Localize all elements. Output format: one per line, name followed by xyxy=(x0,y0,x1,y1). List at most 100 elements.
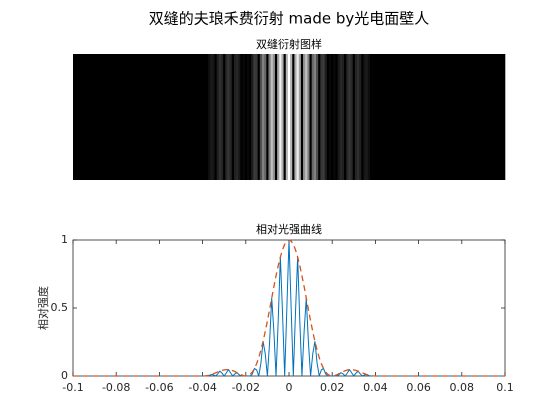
image-stripe xyxy=(320,54,323,180)
image-stripe xyxy=(272,54,276,180)
image-stripe xyxy=(277,54,280,180)
image-stripe xyxy=(350,54,354,180)
image-stripe xyxy=(370,54,373,180)
image-stripe xyxy=(397,54,463,180)
x-tick-label: 0 xyxy=(286,381,293,394)
image-stripe xyxy=(281,54,284,180)
image-stripe xyxy=(205,54,209,180)
x-tick-label: -0.04 xyxy=(188,381,216,394)
image-stripe xyxy=(225,54,228,180)
x-tick-label: -0.06 xyxy=(145,381,173,394)
image-stripe xyxy=(255,54,258,180)
x-tick-label: -0.1 xyxy=(62,381,83,394)
image-stripe xyxy=(223,54,226,180)
x-tick-label: 0.02 xyxy=(320,381,345,394)
image-stripe xyxy=(257,54,261,180)
image-stripe xyxy=(218,54,222,180)
image-stripe xyxy=(229,54,233,180)
image-stripe xyxy=(333,54,336,180)
image-stripe xyxy=(348,54,351,180)
image-stripe xyxy=(363,54,366,180)
y-tick-label: 1 xyxy=(61,233,68,246)
image-stripe xyxy=(73,54,117,180)
image-stripe xyxy=(285,54,289,180)
image-stripe xyxy=(339,54,343,180)
image-stripe xyxy=(300,54,304,180)
image-stripe xyxy=(361,54,364,180)
image-stripe xyxy=(309,54,312,180)
image-stripe xyxy=(298,54,302,180)
figure-title: 双缝的夫琅禾费衍射 made by光电面壁人 xyxy=(149,10,430,28)
image-stripe xyxy=(372,54,375,180)
image-stripe xyxy=(242,54,246,180)
image-stripe xyxy=(324,54,328,180)
image-stripe xyxy=(359,54,362,180)
image-stripe xyxy=(262,54,265,180)
x-tick-label: -0.02 xyxy=(232,381,260,394)
image-stripe xyxy=(236,54,239,180)
image-stripe xyxy=(344,54,347,180)
image-stripe xyxy=(305,54,308,180)
image-stripe xyxy=(294,54,297,180)
x-tick-label: 0.08 xyxy=(450,381,475,394)
x-tick-label: 0.04 xyxy=(363,381,388,394)
image-stripe xyxy=(367,54,371,180)
image-stripe xyxy=(303,54,306,180)
image-stripe xyxy=(116,54,182,180)
image-stripe xyxy=(316,54,319,180)
axes-box xyxy=(72,239,506,377)
image-stripe xyxy=(290,54,293,180)
image-stripe xyxy=(311,54,315,180)
y-tick-label: 0.5 xyxy=(51,301,69,314)
image-stripe xyxy=(216,54,220,180)
image-stripe xyxy=(354,54,358,180)
image-stripe xyxy=(335,54,338,180)
image-stripe xyxy=(313,54,317,180)
image-title: 双缝衍射图样 xyxy=(256,37,322,51)
image-stripe xyxy=(251,54,254,180)
image-stripe xyxy=(279,54,282,180)
image-stripe xyxy=(274,54,278,180)
image-stripe xyxy=(246,54,250,180)
image-stripe xyxy=(326,54,330,180)
image-stripe xyxy=(212,54,215,180)
image-stripe xyxy=(365,54,369,180)
image-stripe xyxy=(322,54,325,180)
image-stripe xyxy=(296,54,300,180)
image-stripe xyxy=(231,54,235,180)
y-tick-label: 0 xyxy=(61,369,68,382)
image-stripe xyxy=(253,54,256,180)
plot-title: 相对光强曲线 xyxy=(256,222,322,236)
x-tick-label: -0.08 xyxy=(102,381,130,394)
image-stripe xyxy=(210,54,213,180)
image-stripe xyxy=(287,54,291,180)
image-stripe xyxy=(233,54,237,180)
image-stripe xyxy=(208,54,211,180)
image-stripe xyxy=(461,54,506,180)
image-stripe xyxy=(244,54,248,180)
image-stripe xyxy=(357,54,360,180)
image-stripe xyxy=(214,54,217,180)
image-stripe xyxy=(283,54,287,180)
image-stripe xyxy=(270,54,274,180)
image-stripe xyxy=(220,54,224,180)
y-axis-label: 相对强度 xyxy=(36,286,50,330)
image-stripe xyxy=(203,54,207,180)
image-stripe xyxy=(268,54,271,180)
image-stripe xyxy=(266,54,269,180)
image-stripe xyxy=(318,54,321,180)
image-stripe xyxy=(337,54,341,180)
image-stripe xyxy=(341,54,345,180)
image-stripe xyxy=(240,54,243,180)
series-line xyxy=(73,239,505,377)
x-tick-label: 0.06 xyxy=(406,381,431,394)
image-stripe xyxy=(352,54,356,180)
image-stripe xyxy=(249,54,252,180)
image-stripe xyxy=(346,54,349,180)
image-stripe xyxy=(259,54,263,180)
image-stripe xyxy=(181,54,204,180)
x-tick-label: 0.1 xyxy=(496,381,514,394)
image-stripe xyxy=(328,54,332,180)
image-stripe xyxy=(331,54,334,180)
image-stripe xyxy=(227,54,230,180)
